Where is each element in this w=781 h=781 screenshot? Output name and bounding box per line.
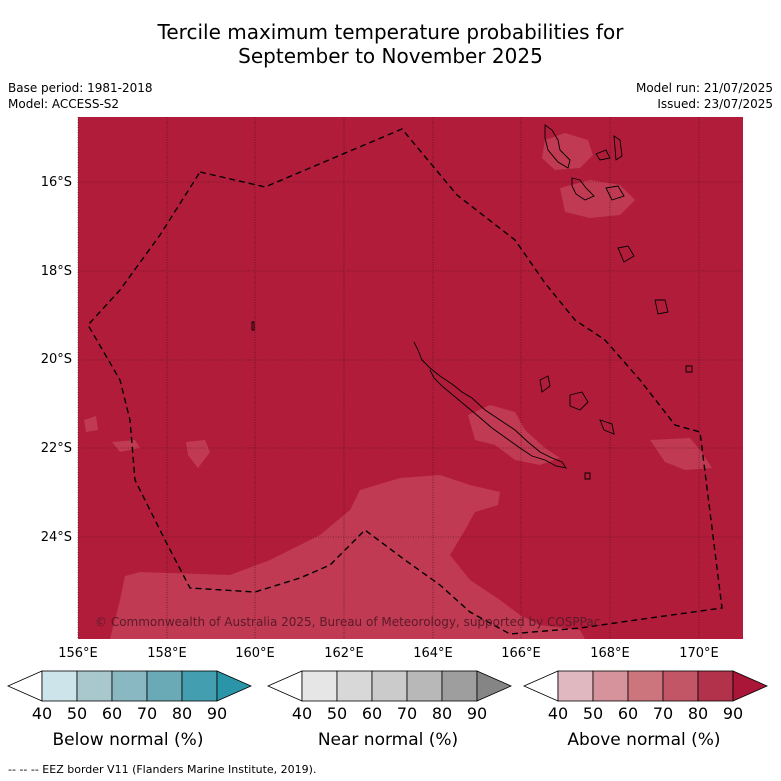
colorbar-segment xyxy=(406,670,443,702)
vanuatu-espiritu xyxy=(544,124,571,169)
colorbar-tick-label: 40 xyxy=(291,704,313,723)
loyalty-island-3 xyxy=(599,419,615,435)
patch-west-2 xyxy=(186,440,210,468)
colorbar-segment xyxy=(592,670,629,702)
patch-west-3 xyxy=(84,416,98,432)
colorbar-tick-label: 70 xyxy=(652,704,674,723)
colorbar-tick-label: 90 xyxy=(206,704,228,723)
colorbar-tick-label: 60 xyxy=(361,704,383,723)
colorbar-tick-label: 50 xyxy=(582,704,604,723)
eez-footnote: -- -- -- EEZ border V11 (Flanders Marine… xyxy=(8,763,317,776)
colorbar-extend-high xyxy=(476,670,512,702)
colorbar-segment xyxy=(697,670,734,702)
colorbar-segment xyxy=(441,670,478,702)
lon-label-166e: 166°E xyxy=(501,646,541,661)
colorbar-tick-label: 90 xyxy=(466,704,488,723)
colorbar-tick-label: 60 xyxy=(617,704,639,723)
base-period-text: Base period: 1981-2018 xyxy=(8,81,153,95)
colorbar-tick-label: 70 xyxy=(396,704,418,723)
colorbar-extend-high xyxy=(732,670,768,702)
colorbar-extend-high xyxy=(216,670,252,702)
colorbar-segment xyxy=(662,670,699,702)
colorbar-tick-label: 60 xyxy=(101,704,123,723)
colorbar-segment xyxy=(557,670,594,702)
patch-vanuatu-mid xyxy=(560,180,635,218)
lon-label-168e: 168°E xyxy=(590,646,630,661)
colorbar-above-title: Above normal (%) xyxy=(567,730,721,750)
colorbar-tick-label: 40 xyxy=(31,704,53,723)
colorbar-extend-low xyxy=(523,670,559,702)
colorbar-segment xyxy=(41,670,78,702)
issued-text: Issued: 23/07/2025 xyxy=(657,97,773,111)
lat-label-22s: 22°S xyxy=(40,441,72,456)
patch-south-large xyxy=(110,475,585,639)
colorbar-segment xyxy=(146,670,183,702)
loyalty-island-2 xyxy=(569,391,589,411)
colorbar-segment xyxy=(301,670,338,702)
lon-label-156e: 156°E xyxy=(58,646,98,661)
vanuatu-efate xyxy=(605,185,625,201)
patch-east xyxy=(650,438,712,470)
colorbar-near-normal xyxy=(267,670,512,702)
eez-solomon-newcal xyxy=(87,128,723,635)
colorbar-segment xyxy=(627,670,664,702)
title-line-2: September to November 2025 xyxy=(238,44,543,68)
lat-label-18s: 18°S xyxy=(40,264,72,279)
gridlines xyxy=(77,117,743,639)
vanuatu-erromango xyxy=(617,245,635,263)
colorbar-tick-label: 70 xyxy=(136,704,158,723)
colorbar-extend-low xyxy=(267,670,303,702)
colorbar-tick-label: 80 xyxy=(431,704,453,723)
vanuatu-island-2 xyxy=(595,149,611,161)
lat-label-24s: 24°S xyxy=(40,530,72,545)
colorbar-tick-label: 50 xyxy=(326,704,348,723)
colorbar-tick-label: 40 xyxy=(547,704,569,723)
lon-label-170e: 170°E xyxy=(679,646,719,661)
colorbar-below-normal xyxy=(7,670,252,702)
copyright-text: © Commonwealth of Australia 2025, Bureau… xyxy=(95,615,600,629)
patch-vanuatu-north xyxy=(542,133,593,170)
vanuatu-malakula xyxy=(571,177,595,201)
vanuatu-island-3 xyxy=(613,135,623,161)
colorbar-segment xyxy=(111,670,148,702)
colorbar-tick-label: 50 xyxy=(66,704,88,723)
meta-left: Base period: 1981-2018 Model: ACCESS-S2 xyxy=(8,80,153,112)
meta-right: Model run: 21/07/2025 Issued: 23/07/2025 xyxy=(636,80,773,112)
colorbar-tick-label: 90 xyxy=(722,704,744,723)
colorbar-near-title: Near normal (%) xyxy=(317,730,459,750)
vanuatu-tanna xyxy=(654,299,669,315)
loyalty-island-1 xyxy=(539,375,551,393)
eez-borders xyxy=(87,128,723,635)
lon-label-158e: 158°E xyxy=(147,646,187,661)
lat-label-20s: 20°S xyxy=(40,352,72,367)
colorbar-segment xyxy=(336,670,373,702)
colorbar-segment xyxy=(181,670,218,702)
colorbar-segment xyxy=(76,670,113,702)
new-caledonia-coast xyxy=(413,341,567,469)
map: © Commonwealth of Australia 2025, Bureau… xyxy=(77,117,743,639)
islet-west xyxy=(251,321,255,331)
lon-label-164e: 164°E xyxy=(413,646,453,661)
colorbar-tick-label: 80 xyxy=(687,704,709,723)
chart-title: Tercile maximum temperature probabilitie… xyxy=(0,20,781,68)
lon-label-160e: 160°E xyxy=(235,646,275,661)
model-text: Model: ACCESS-S2 xyxy=(8,97,120,111)
islet-south xyxy=(584,472,591,480)
coastlines xyxy=(251,124,693,480)
colorbar-tick-label: 80 xyxy=(171,704,193,723)
colorbar-extend-low xyxy=(7,670,43,702)
lat-label-16s: 16°S xyxy=(40,175,72,190)
matthew-island xyxy=(685,365,693,373)
lon-label-162e: 162°E xyxy=(324,646,364,661)
probability-patches xyxy=(84,133,712,639)
model-run-text: Model run: 21/07/2025 xyxy=(635,81,773,95)
colorbars xyxy=(7,670,768,702)
colorbar-below-title: Below normal (%) xyxy=(52,730,204,750)
title-line-1: Tercile maximum temperature probabilitie… xyxy=(157,20,624,44)
colorbar-above-normal xyxy=(523,670,768,702)
colorbar-segment xyxy=(371,670,408,702)
